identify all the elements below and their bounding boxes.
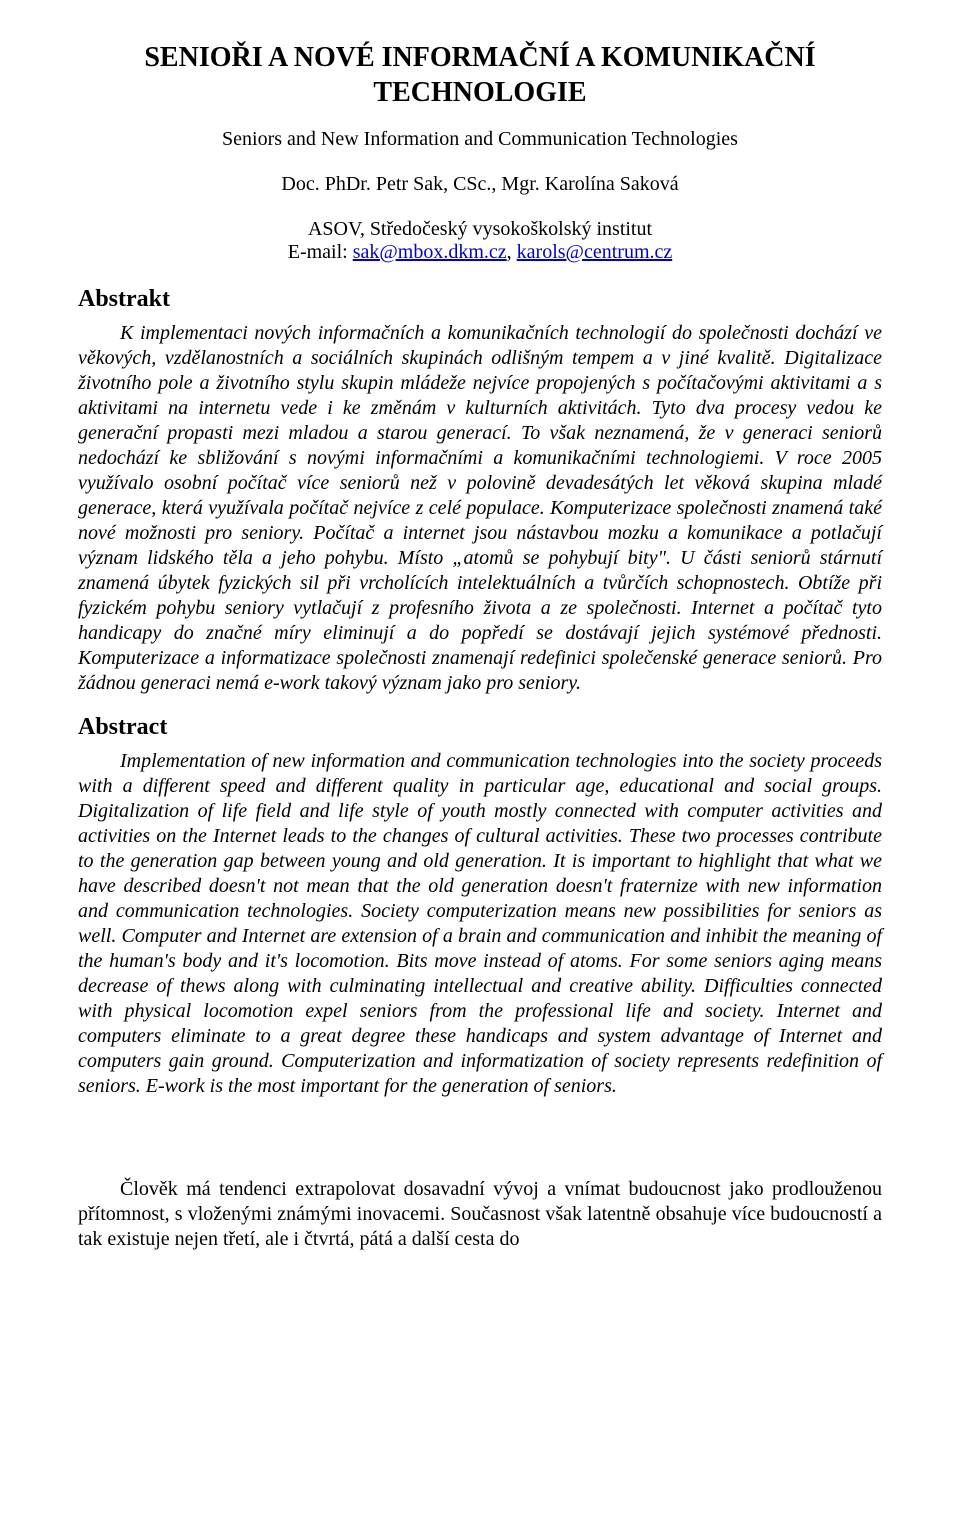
abstrakt-heading: Abstrakt — [78, 286, 882, 313]
document-title: SENIOŘI A NOVÉ INFORMAČNÍ A KOMUNIKAČNÍ … — [78, 40, 882, 110]
email-sep: , — [507, 241, 517, 263]
email-line: E-mail: sak@mbox.dkm.cz, karols@centrum.… — [78, 241, 882, 264]
document-subtitle: Seniors and New Information and Communic… — [78, 128, 882, 151]
affiliation: ASOV, Středočeský vysokoškolský institut — [78, 218, 882, 241]
email-link-2[interactable]: karols@centrum.cz — [517, 241, 673, 263]
abstract-body: Implementation of new information and co… — [78, 749, 882, 1099]
email-link-1[interactable]: sak@mbox.dkm.cz — [353, 241, 507, 263]
page: SENIOŘI A NOVÉ INFORMAČNÍ A KOMUNIKAČNÍ … — [0, 0, 960, 1310]
abstrakt-body: K implementaci nových informačních a kom… — [78, 321, 882, 696]
email-label: E-mail: — [288, 241, 353, 263]
body-paragraph-1: Člověk má tendenci extrapolovat dosavadn… — [78, 1177, 882, 1252]
abstract-heading: Abstract — [78, 714, 882, 741]
authors: Doc. PhDr. Petr Sak, CSc., Mgr. Karolína… — [78, 173, 882, 196]
vertical-spacer — [78, 1117, 882, 1177]
